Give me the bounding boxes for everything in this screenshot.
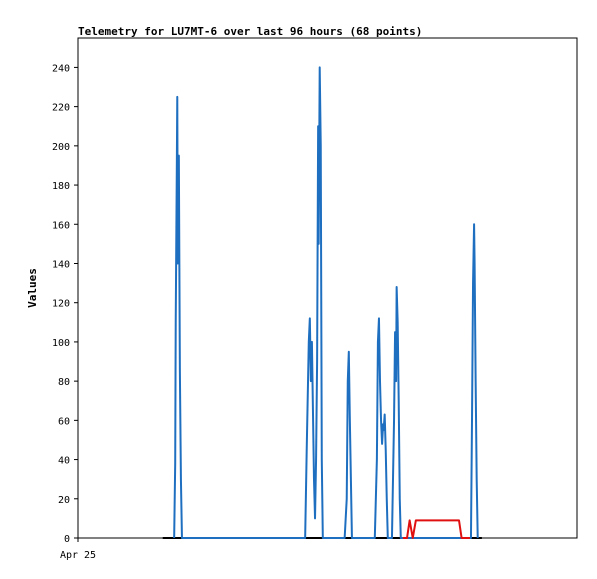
y-tick-label: 40: [58, 456, 70, 467]
y-tick-label: 60: [58, 416, 70, 427]
y-tick-label: 20: [58, 495, 70, 506]
y-tick-label: 0: [64, 534, 70, 545]
y-tick-label: 160: [52, 220, 70, 231]
plot-frame: [77, 37, 578, 539]
y-tick-label: 180: [52, 181, 70, 192]
x-tick-label: Apr 25: [60, 550, 96, 561]
y-tick-label: 200: [52, 142, 70, 153]
y-axis-label: Values: [26, 268, 39, 308]
chart-title: Telemetry for LU7MT-6 over last 96 hours…: [78, 25, 422, 38]
y-tick-label: 100: [52, 338, 70, 349]
y-tick-label: 240: [52, 63, 70, 74]
series-line: [402, 519, 470, 539]
y-tick-label: 120: [52, 299, 70, 310]
y-tick-label: 140: [52, 259, 70, 270]
y-tick-label: 80: [58, 377, 70, 388]
y-tick-label: 220: [52, 103, 70, 114]
series-line: [173, 66, 479, 539]
